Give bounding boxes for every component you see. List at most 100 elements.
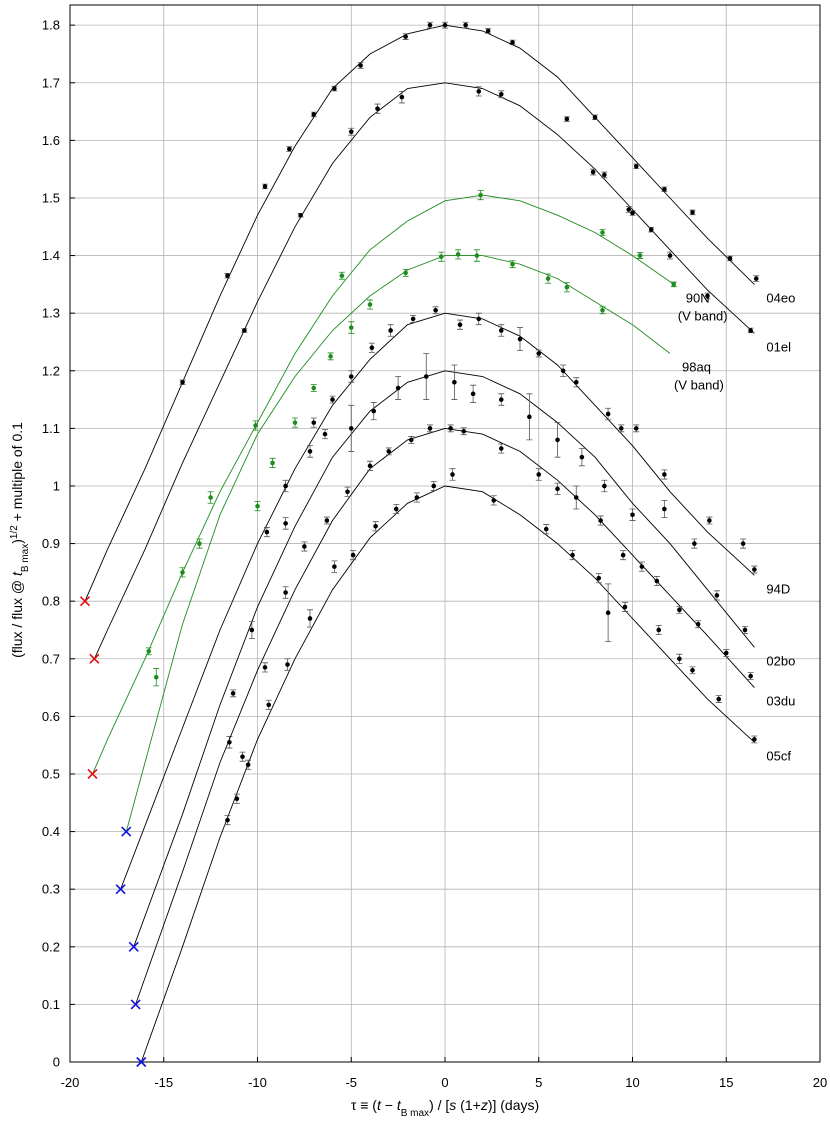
x-tick-label: 0 [441, 1075, 448, 1090]
data-point [748, 328, 753, 333]
data-point [408, 437, 414, 443]
data-point [555, 486, 560, 492]
y-tick-label: 0.1 [42, 997, 60, 1012]
data-point [403, 270, 408, 276]
data-point [442, 22, 448, 28]
data-point [298, 212, 303, 218]
data-point [311, 420, 317, 425]
axis-label-part: B max [20, 544, 31, 572]
data-point [695, 621, 701, 627]
rise-start-marker [121, 826, 132, 837]
data-point [478, 192, 483, 198]
y-tick-label: 0.2 [42, 939, 60, 954]
data-point [752, 737, 757, 742]
y-tick-label: 1.6 [42, 133, 60, 148]
data-point [714, 593, 720, 598]
data-point [448, 426, 453, 431]
data-point [485, 28, 491, 34]
data-point [283, 483, 288, 489]
data-point [264, 529, 270, 535]
data-point [302, 544, 307, 549]
plot-frame [69, 4, 821, 1063]
data-point [350, 552, 356, 558]
data-point [328, 354, 333, 359]
data-point [225, 817, 230, 823]
y-tick-label: 0.6 [42, 709, 60, 724]
axis-label-part: z [480, 1097, 488, 1113]
data-point [375, 106, 380, 111]
axis-label-part: τ ≡ ( [351, 1097, 377, 1113]
data-point [410, 316, 416, 322]
data-point [427, 426, 433, 431]
fit-curve [133, 370, 755, 947]
data-point [491, 498, 497, 503]
data-point [573, 379, 579, 385]
data-point [427, 22, 433, 28]
data-point [677, 607, 682, 613]
data-point [630, 512, 635, 518]
data-point [180, 570, 185, 575]
data-point [386, 449, 392, 454]
y-tick-label: 1.7 [42, 75, 60, 90]
data-point [332, 564, 337, 569]
y-tick-label: 0.3 [42, 882, 60, 897]
data-point [592, 115, 598, 120]
data-point [476, 316, 482, 322]
data-point [225, 273, 230, 279]
data-point [630, 210, 635, 216]
data-point [590, 169, 596, 175]
data-point [399, 94, 405, 100]
data-point [348, 129, 354, 135]
axis-label-part: + multiple of 0.1 [9, 422, 25, 525]
data-point [716, 696, 722, 702]
data-point [598, 518, 603, 523]
data-point [332, 86, 337, 91]
data-point [262, 184, 268, 189]
series-label: 90N [686, 290, 710, 305]
y-tick-label: 0.5 [42, 766, 60, 781]
fit-curve [125, 255, 671, 832]
data-point [723, 650, 729, 656]
data-point [285, 662, 290, 667]
axis-label-part: ) / [ [429, 1097, 449, 1113]
data-point [367, 463, 373, 469]
data-point [564, 116, 570, 122]
axis-label-part: − [381, 1097, 397, 1113]
y-axis-label: (flux / flux @ tB max)1/2 + multiple of … [9, 422, 31, 658]
x-tick-label: 5 [535, 1075, 542, 1090]
data-point [555, 437, 560, 443]
data-point [690, 210, 695, 215]
axis-label-part: t [9, 571, 25, 576]
data-point [249, 627, 255, 633]
data-point [461, 428, 467, 434]
y-tick-label: 1.1 [42, 421, 60, 436]
data-point [620, 552, 626, 558]
axis-label-part: t [377, 1097, 382, 1113]
data-point [324, 518, 330, 523]
data-point [146, 648, 152, 654]
axis-label-part: (1+ [456, 1097, 481, 1113]
axis-label-part: (flux / flux @ [9, 576, 25, 658]
data-point [742, 627, 748, 633]
data-point [560, 368, 566, 374]
data-point [498, 328, 504, 333]
data-point [455, 252, 461, 257]
rise-start-marker [115, 884, 126, 895]
data-point [283, 590, 288, 595]
y-tick-label: 1.8 [42, 18, 60, 33]
data-point [234, 796, 240, 802]
fit-curve [120, 312, 755, 890]
series-note: (V band) [678, 308, 728, 323]
rise-start-marker [128, 941, 139, 952]
x-tick-label: -5 [345, 1075, 357, 1090]
data-point [600, 230, 605, 235]
rise-start-marker [87, 768, 98, 780]
data-point [498, 446, 504, 451]
rise-start-marker [136, 1056, 147, 1068]
data-point [255, 503, 260, 509]
data-point [474, 253, 480, 258]
data-point [677, 656, 682, 662]
data-point [605, 411, 611, 417]
data-point [622, 604, 628, 610]
